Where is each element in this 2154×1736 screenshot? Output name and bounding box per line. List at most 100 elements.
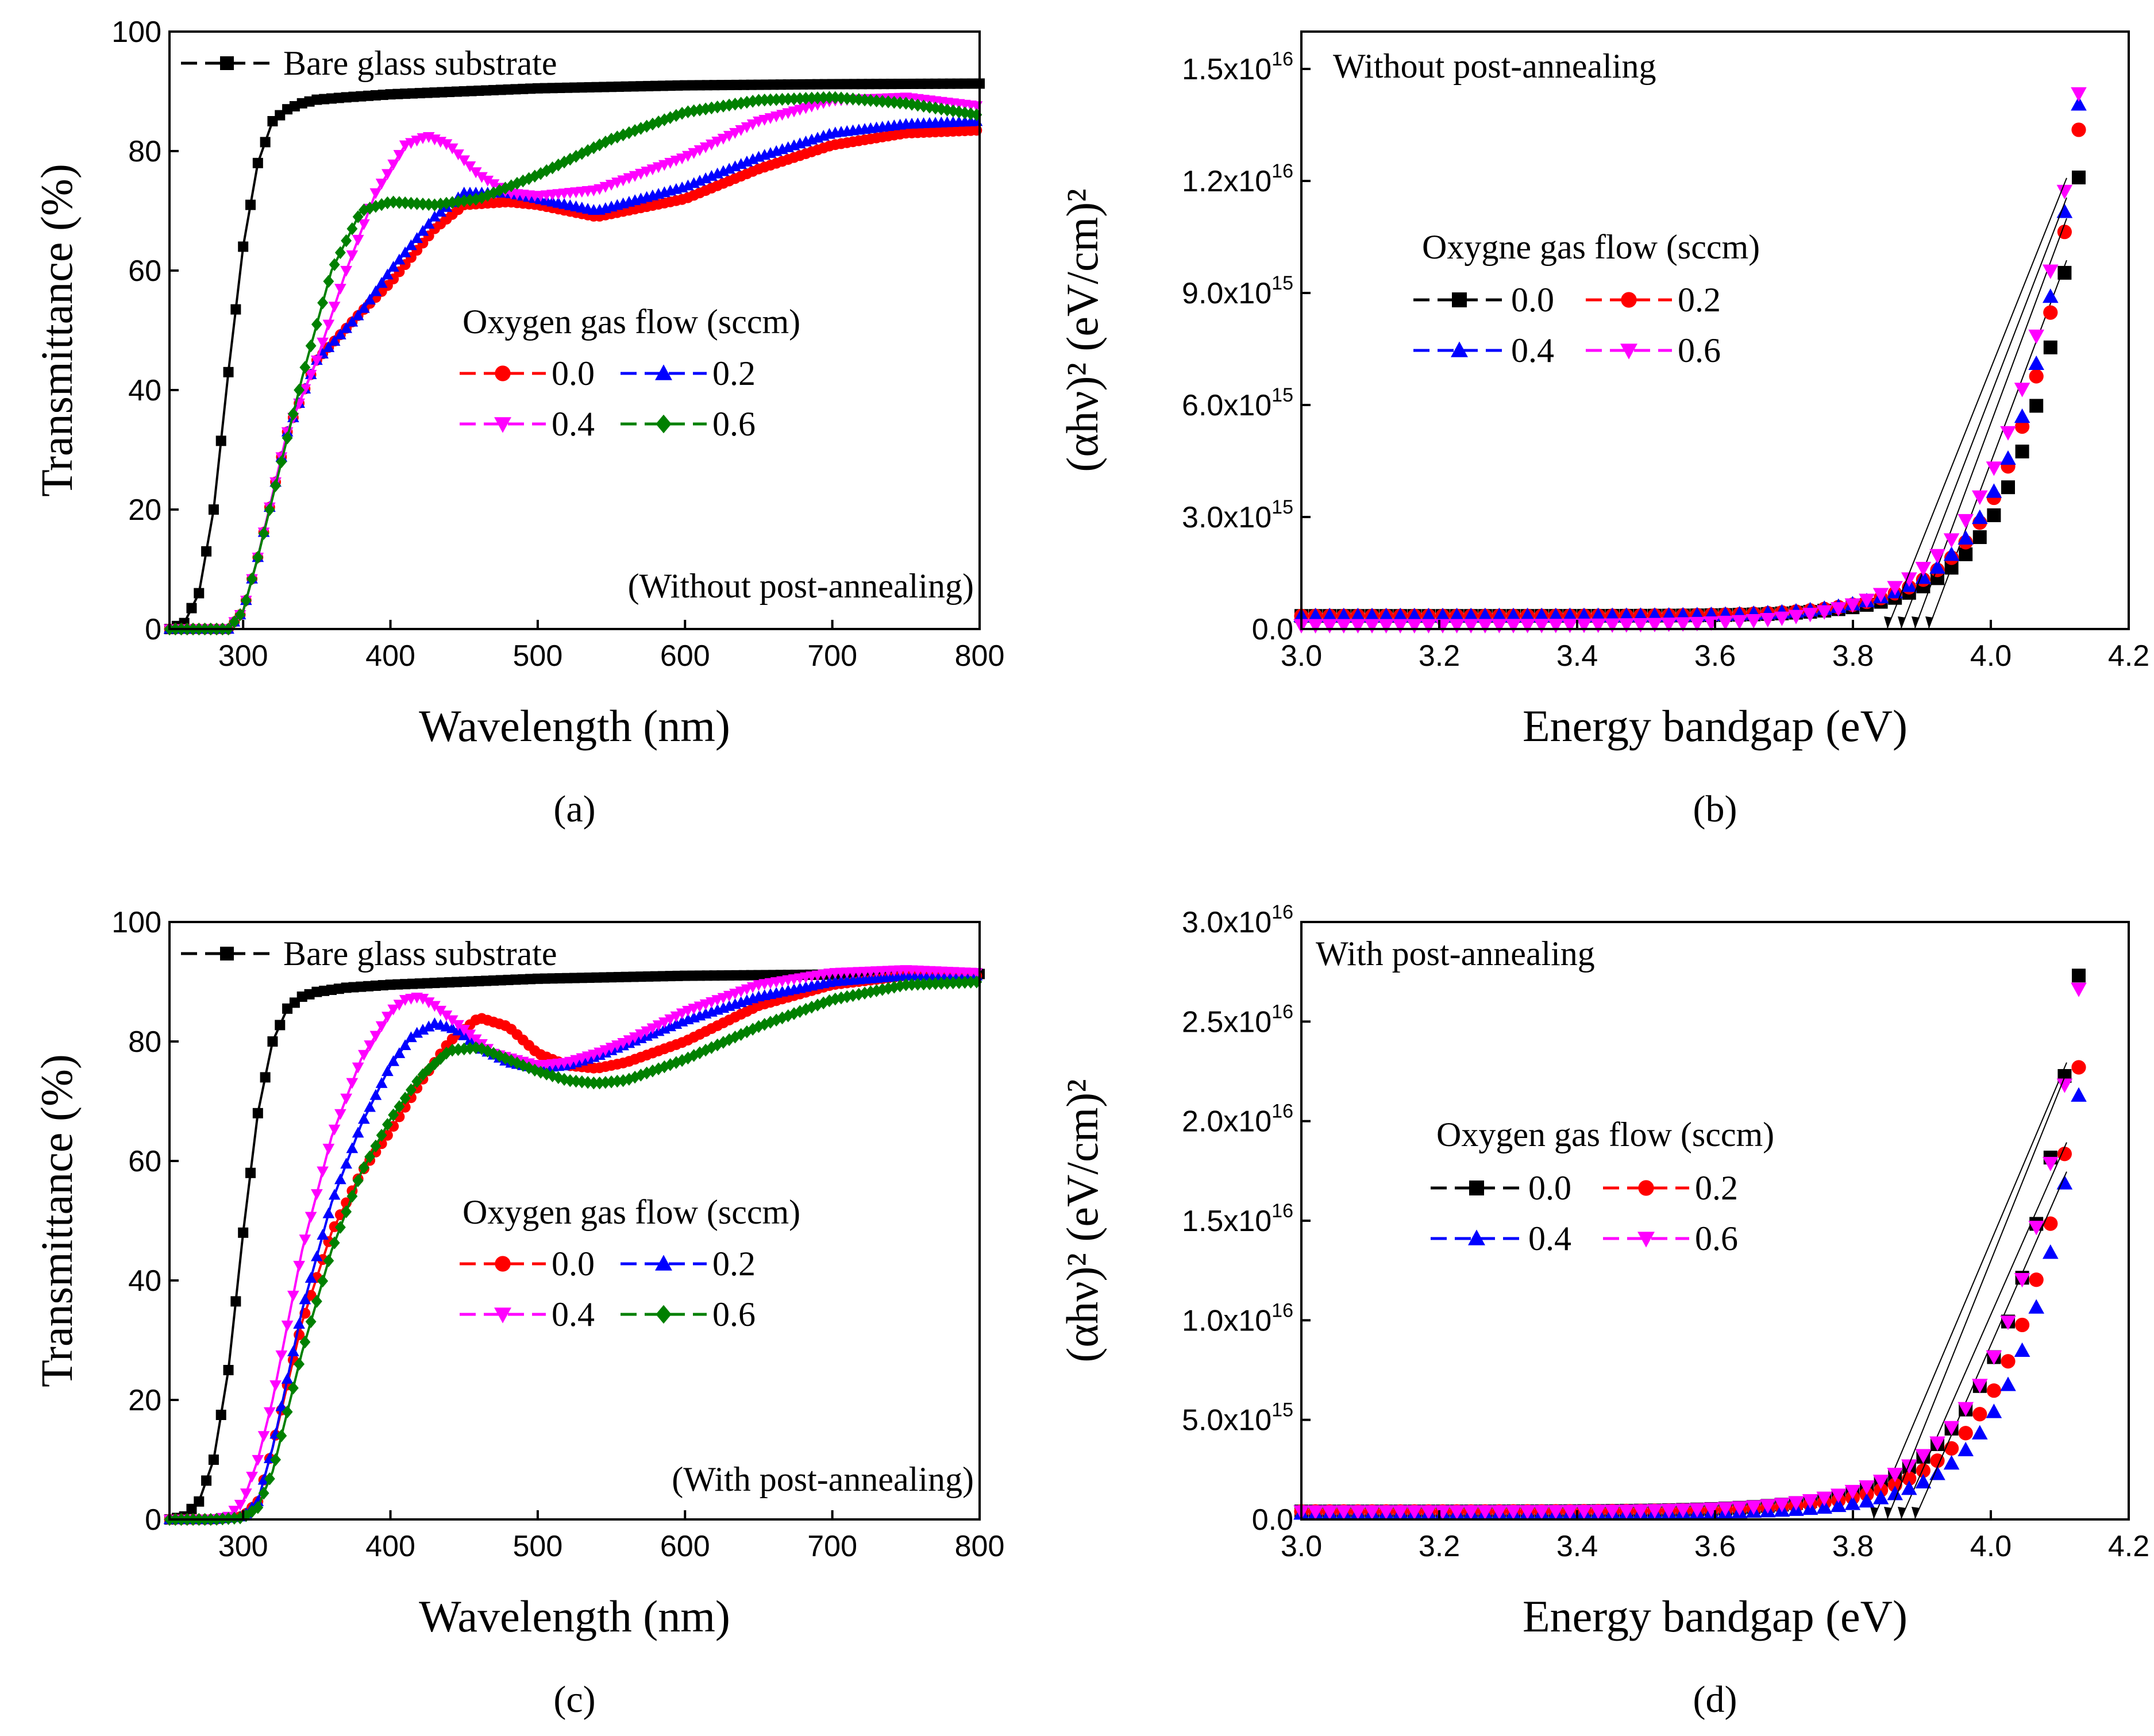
- panel-a-point-s2: [322, 341, 335, 352]
- panel-a-point-s4: [800, 92, 811, 105]
- panel-c-legend-label-0: 0.0: [552, 1245, 595, 1283]
- panel-b-xtick-label-0: 3.0: [1281, 639, 1322, 673]
- panel-b-point-s3: [1619, 618, 1635, 633]
- panel-b-point-s3: [2056, 184, 2073, 199]
- panel-a-point-s0: [186, 603, 197, 614]
- panel-b-point-s3: [1548, 619, 1564, 634]
- panel-a-point-s4: [517, 174, 529, 188]
- panel-d-point-s1: [2071, 1060, 2086, 1075]
- panel-b-point-s2: [1477, 607, 1493, 623]
- panel-a-point-s4: [523, 172, 534, 186]
- panel-a-point-s4: [918, 99, 930, 113]
- panel-a-point-s4: [747, 95, 758, 108]
- panel-c-point-s4: [282, 1405, 293, 1419]
- panel-c-point-s4: [847, 989, 858, 1002]
- panel-a-plot-frame: [168, 30, 981, 630]
- panel-b-point-s2: [2000, 450, 2016, 465]
- panel-d-point-s2: [1972, 1425, 1988, 1440]
- panel-a-xtick-label-3: 600: [660, 639, 710, 673]
- panel-c-point-s4: [918, 977, 930, 991]
- panel-b-tangent-0: [1928, 260, 2067, 628]
- panel-c-point-s4: [694, 1046, 706, 1060]
- panel-a-annotation: (Without post-annealing): [628, 567, 974, 605]
- panel-b-point-s3: [2000, 426, 2016, 441]
- panel-c-legend: Bare glass substrate Oxygen gas flow (scc…: [181, 935, 800, 1333]
- panel-a-legend-marker-0: [495, 365, 511, 381]
- panel-b-point-s3: [1519, 619, 1536, 634]
- panel-a-point-s4: [352, 210, 364, 223]
- panel-c-point-s3: [635, 1029, 647, 1040]
- panel-b-point-s3: [1859, 593, 1875, 608]
- panel-d-xtick-label-2: 3.4: [1556, 1530, 1598, 1563]
- panel-d-point-s2: [1986, 1403, 2002, 1418]
- panel-b-point-s3: [1576, 618, 1592, 634]
- panel-d-point-s3: [1392, 1505, 1408, 1520]
- panel-a-point-s4: [830, 91, 841, 105]
- panel-a-point-s4: [895, 96, 906, 110]
- panel-c-point-s4: [723, 1033, 735, 1047]
- panel-c-point-s4: [417, 1068, 429, 1081]
- panel-c-point-s2: [382, 1065, 394, 1077]
- panel-a-point-s4: [783, 92, 794, 106]
- panel-a-point-s3: [723, 130, 735, 142]
- panel-a-point-s3: [369, 188, 382, 199]
- panel-a-point-s4: [553, 158, 564, 172]
- panel-c-point-s2: [422, 1020, 435, 1032]
- panel-a-point-s4: [618, 128, 629, 141]
- panel-a-point-s4: [494, 184, 505, 197]
- panel-c-point-s3: [375, 1021, 388, 1032]
- panel-d-point-s1: [1887, 1477, 1902, 1492]
- panel-b-xtick-label-4: 3.8: [1832, 639, 1874, 673]
- panel-c-point-s4: [311, 1295, 322, 1308]
- panel-c-point-s3: [334, 1109, 346, 1120]
- panel-c-point-s4: [394, 1100, 405, 1113]
- panel-b-point-s2: [1307, 607, 1324, 623]
- panel-d-point-s2: [1915, 1473, 1932, 1488]
- panel-c-point-s4: [346, 1190, 358, 1203]
- panel-b-data: [1293, 87, 2087, 634]
- panel-d-tangent-arrow-1: [1898, 1507, 1906, 1518]
- panel-c-point-s2: [352, 1127, 364, 1138]
- panel-c-point-s4: [947, 976, 959, 990]
- panel-b-y-axis-title: (αhν)² (eV/cm)²: [1057, 188, 1107, 472]
- panel-d-caption: (d): [1693, 1679, 1737, 1720]
- panel-a-point-s3: [393, 150, 406, 161]
- panel-a-point-s4: [287, 407, 299, 421]
- panel-d-point-s1: [2043, 1216, 2058, 1231]
- panel-c-point-s3: [328, 1124, 341, 1136]
- panel-c-point-s4: [588, 1077, 599, 1090]
- panel-b-point-s3: [1533, 619, 1550, 634]
- panel-c-point-s2: [346, 1142, 359, 1154]
- panel-b-x-axis-title: Energy bandgap (eV): [1523, 701, 1908, 751]
- panel-c-point-s4: [299, 1335, 311, 1349]
- panel-c-point-s1: [305, 1290, 317, 1301]
- panel-c-xtick-label-5: 800: [955, 1530, 1005, 1563]
- panel-a-point-s4: [317, 296, 329, 310]
- panel-c-point-s4: [364, 1150, 376, 1163]
- panel-a-point-s4: [741, 95, 753, 109]
- panel-d-point-s2: [1831, 1497, 1847, 1513]
- panel-c-point-s4: [376, 1129, 387, 1142]
- panel-d-ytick-label-6: 3.0x1016: [1182, 901, 1293, 939]
- panel-c-x-axis-title: Wavelength (nm): [419, 1591, 730, 1641]
- panel-d: Oxygen gas flow (sccm)0.0 0.20.4 0.6 3.0 3.…: [1057, 901, 2149, 1720]
- panel-a-point-s3: [711, 136, 724, 148]
- panel-c-point-s4: [924, 977, 935, 990]
- panel-a-point-s4: [835, 91, 847, 105]
- panel-b-point-s3: [2014, 383, 2030, 398]
- panel-c-point-s3: [269, 1380, 282, 1391]
- panel-b-legend-label-1: 0.2: [1678, 281, 1721, 319]
- panel-c-point-s3: [664, 1014, 676, 1025]
- panel-b-legend-marker-3: [1620, 344, 1637, 360]
- panel-c-legend-title: Oxygen gas flow (sccm): [463, 1193, 800, 1231]
- panel-c-point-s3: [658, 1017, 671, 1028]
- panel-b-point-s2: [1519, 607, 1536, 622]
- panel-c-point-s2: [322, 1207, 335, 1218]
- panel-d-point-s2: [1901, 1480, 1917, 1495]
- panel-c-point-s4: [506, 1054, 517, 1067]
- panel-d-legend: Oxygen gas flow (sccm) 0.0 0.2 0.4 0.6: [1431, 1116, 1774, 1257]
- panel-d-legend-label-3: 0.6: [1695, 1220, 1738, 1257]
- panel-a-point-s2: [369, 285, 382, 296]
- panel-b-point-s3: [1745, 614, 1762, 629]
- panel-a-point-s4: [877, 95, 888, 108]
